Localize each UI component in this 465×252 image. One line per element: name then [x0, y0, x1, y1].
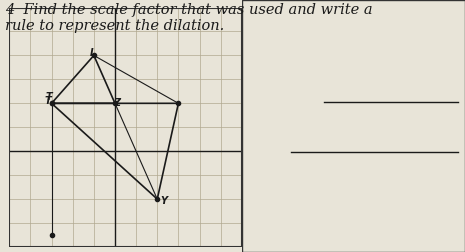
Text: T: T: [45, 92, 52, 102]
Text: T: T: [44, 96, 51, 106]
Text: I: I: [90, 48, 93, 58]
Text: 4  Find the scale factor that was used and write a
rule to represent the dilatio: 4 Find the scale factor that was used an…: [5, 3, 372, 33]
Text: Z: Z: [113, 98, 120, 108]
Text: Y: Y: [160, 196, 167, 206]
